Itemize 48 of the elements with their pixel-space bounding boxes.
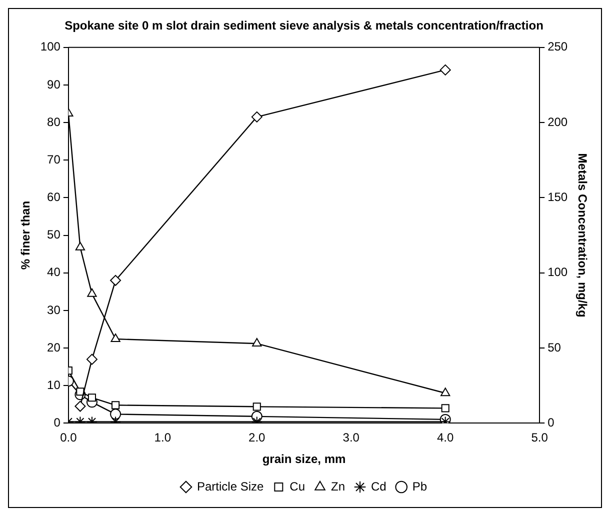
legend-label: Cu [290, 479, 306, 494]
x-axis-title: grain size, mm [262, 452, 346, 466]
point [86, 354, 98, 365]
point [75, 242, 86, 250]
y-tick-label: 40 [47, 265, 61, 280]
y-tick-label: 20 [47, 340, 61, 354]
y-tick-label: 90 [47, 77, 61, 92]
y2-axis-title: Metals Concentration, mg/kg [575, 153, 590, 318]
x-tick-label: 0.0 [60, 430, 78, 445]
chart-title: Spokane site 0 m slot drain sediment sieve analysis & metals concentration/fraction [64, 18, 544, 33]
point [441, 404, 450, 412]
point [252, 338, 262, 347]
y2-tick-label: 100 [548, 265, 568, 280]
y-axis-title: % finer than [18, 200, 33, 270]
point [88, 394, 96, 402]
legend-label: Zn [331, 479, 346, 494]
point [76, 388, 84, 396]
legend-label: Cd [371, 479, 386, 494]
y-tick-label: 100 [40, 40, 61, 54]
x-tick-label: 4.0 [437, 430, 454, 445]
y-tick-label: 80 [47, 114, 61, 129]
y2-tick-label: 200 [548, 114, 568, 129]
y-tick-label: 30 [47, 302, 61, 317]
x-tick-label: 5.0 [531, 430, 548, 445]
y2-tick-label: 250 [548, 40, 568, 54]
legend-label: Particle Size [196, 479, 264, 494]
point [440, 388, 450, 396]
point [110, 334, 120, 342]
point [251, 111, 262, 122]
y-tick-label: 0 [54, 416, 61, 430]
x-tick-label: 2.0 [248, 430, 266, 445]
y-tick-label: 50 [47, 228, 61, 242]
point [112, 401, 120, 410]
point [87, 288, 97, 297]
y-tick-label: 70 [47, 152, 61, 166]
x-tick-label: 3.0 [342, 430, 360, 445]
x-tick-label: 1.0 [154, 430, 172, 445]
point [74, 400, 86, 412]
y2-tick-label: 0 [548, 416, 555, 430]
point [110, 408, 122, 420]
y2-tick-label: 150 [548, 190, 568, 204]
y-tick-label: 60 [47, 190, 61, 204]
point [440, 64, 451, 76]
point [110, 274, 122, 286]
y2-tick-label: 50 [548, 340, 562, 354]
legend-label: Pb [412, 479, 428, 494]
point [252, 402, 261, 411]
y-tick-label: 10 [47, 378, 61, 392]
